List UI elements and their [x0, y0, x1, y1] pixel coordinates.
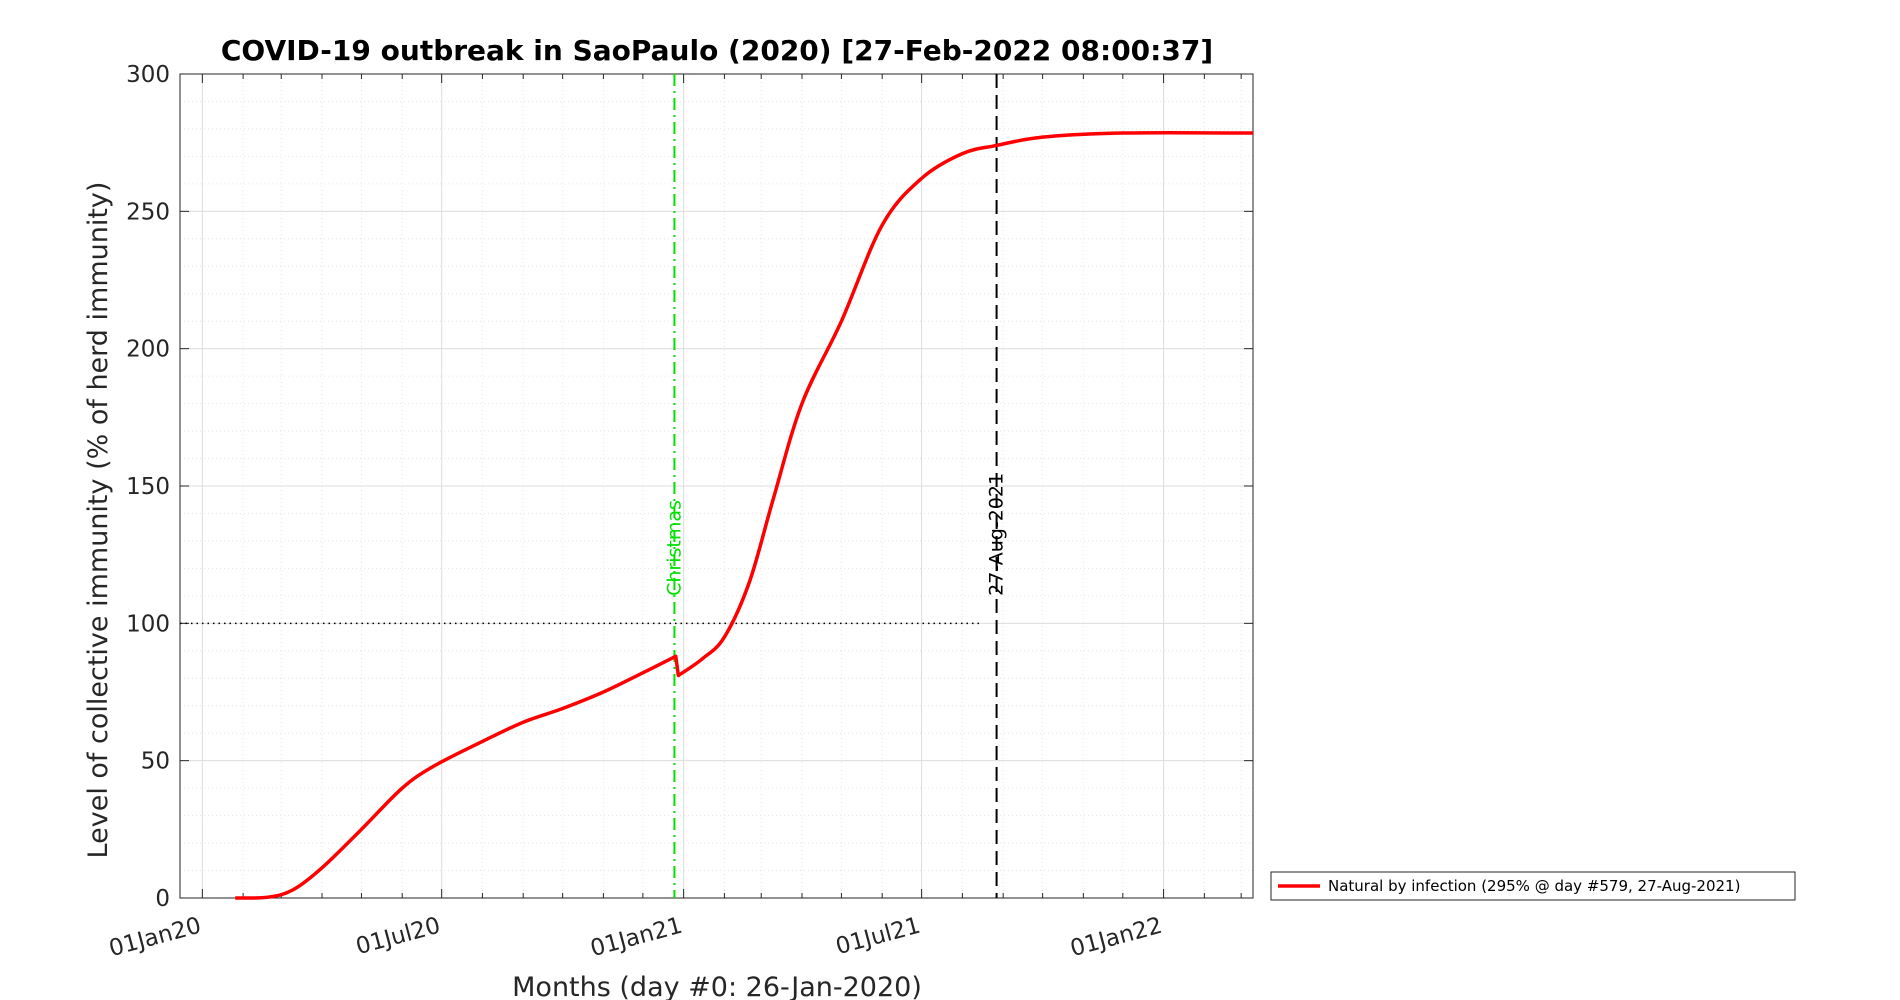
legend-label: Natural by infection (295% @ day #579, 2… — [1328, 877, 1740, 895]
y-tick-label: 150 — [126, 474, 170, 500]
grid — [180, 74, 1253, 898]
x-tick-label: 01Jan20 — [106, 913, 204, 962]
tick-marks — [180, 73, 1253, 899]
x-tick-label: 01Jul21 — [833, 913, 923, 960]
x-tick-label: 01Jul20 — [353, 913, 443, 960]
y-tick-label: 50 — [141, 749, 170, 775]
legend-box — [1270, 871, 1796, 901]
x-tick-labels: 01Jan20 01Jul20 01Jan21 01Jul21 01Jan22 — [106, 913, 1165, 962]
legend: Natural by infection (295% @ day #579, 2… — [1270, 871, 1796, 901]
y-tick-label: 250 — [126, 199, 170, 225]
x-axis-label: Months (day #0: 26-Jan-2020) — [512, 972, 922, 1000]
y-tick-label: 100 — [126, 611, 170, 637]
chart-title: COVID-19 outbreak in SaoPaulo (2020) [27… — [221, 34, 1213, 67]
reference-lines: Christmas 27-Aug-2021 — [180, 74, 1008, 898]
x-tick-label: 01Jan21 — [588, 913, 686, 962]
reference-line-label: 27-Aug-2021 — [986, 473, 1008, 596]
y-axis-label: Level of collective immunity (% of herd … — [83, 182, 114, 859]
y-tick-label: 300 — [126, 62, 170, 88]
y-tick-label: 0 — [155, 886, 170, 912]
y-tick-label: 200 — [126, 337, 170, 363]
reference-line-label: Christmas — [663, 500, 685, 596]
y-tick-labels: 0 50 100 150 200 250 300 — [126, 62, 170, 912]
x-tick-label: 01Jan22 — [1068, 913, 1166, 962]
series-line-natural-infection — [235, 130, 1254, 900]
